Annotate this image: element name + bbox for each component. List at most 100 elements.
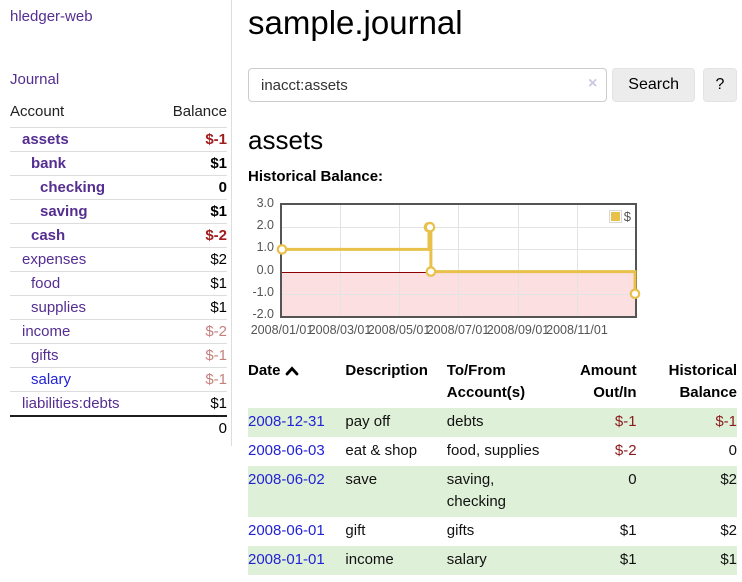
transaction-date-link[interactable]: 2008-01-01 bbox=[248, 551, 325, 568]
transaction-row: 2008-06-03 eat & shop food, supplies $-2… bbox=[248, 437, 737, 466]
chart-series bbox=[276, 221, 641, 300]
account-link[interactable]: expenses bbox=[22, 251, 87, 268]
account-balance: $2 bbox=[210, 251, 227, 268]
clear-search-icon[interactable]: × bbox=[587, 75, 598, 92]
account-row-income: income $-2 bbox=[10, 319, 227, 343]
transaction-amount: $-2 bbox=[614, 442, 637, 459]
transaction-accounts: salary bbox=[446, 546, 560, 575]
account-row-food: food $1 bbox=[10, 271, 227, 295]
page-title: sample.journal bbox=[248, 4, 463, 41]
accounts-total: 0 bbox=[10, 415, 227, 440]
account-balance: $-2 bbox=[205, 227, 227, 244]
account-row-supplies: supplies $1 bbox=[10, 295, 227, 319]
search-box: × bbox=[248, 68, 608, 102]
help-button[interactable]: ? bbox=[703, 68, 737, 102]
transaction-row: 2008-06-01 gift gifts $1 $2 bbox=[248, 517, 737, 546]
chart-gridline bbox=[399, 205, 400, 316]
transaction-date-link[interactable]: 2008-06-01 bbox=[248, 522, 325, 539]
chart-gridline bbox=[458, 205, 459, 316]
date-column-header[interactable]: Date bbox=[248, 357, 345, 408]
transaction-date-link[interactable]: 2008-06-02 bbox=[248, 471, 325, 488]
x-axis-tick-label: 2008/03/01 bbox=[308, 323, 372, 337]
account-link[interactable]: income bbox=[22, 323, 71, 340]
account-balance: 0 bbox=[218, 179, 227, 196]
account-balance: $1 bbox=[210, 395, 227, 412]
transaction-row: 2008-06-02 save saving, checking 0 $2 bbox=[248, 466, 737, 517]
transaction-accounts: gifts bbox=[446, 522, 475, 539]
sidebar-item-journal[interactable]: Journal bbox=[10, 71, 60, 88]
transaction-accounts: debts bbox=[446, 408, 560, 437]
x-axis-tick-label: 2008/07/01 bbox=[426, 323, 490, 337]
search-input[interactable] bbox=[248, 68, 608, 102]
account-heading: assets bbox=[248, 125, 324, 155]
chart-data-point bbox=[276, 244, 288, 255]
account-link[interactable]: gifts bbox=[31, 347, 59, 364]
transaction-row: 2008-01-01 income salary $1 $1 bbox=[248, 546, 737, 575]
chart-gridline bbox=[282, 227, 635, 228]
account-link[interactable]: salary bbox=[31, 371, 72, 388]
account-balance: $1 bbox=[210, 155, 227, 172]
sidebar: hledger-web Journal Account Balance asse… bbox=[0, 0, 232, 446]
brand-link[interactable]: hledger-web bbox=[10, 8, 93, 25]
transaction-description: eat & shop bbox=[345, 442, 418, 459]
account-link[interactable]: food bbox=[31, 275, 61, 292]
account-link[interactable]: cash bbox=[31, 227, 66, 244]
transaction-accounts: saving, checking bbox=[446, 466, 560, 517]
account-row-expenses: expenses $2 bbox=[10, 247, 227, 271]
account-row-checking: checking 0 bbox=[10, 175, 227, 199]
account-row-cash: cash $-2 bbox=[10, 223, 227, 247]
chart-gridline bbox=[282, 249, 635, 250]
account-link[interactable]: assets bbox=[22, 131, 69, 148]
sort-ascending-icon bbox=[285, 361, 299, 383]
account-row-saving: saving $1 bbox=[10, 199, 227, 223]
balance-chart: $ 3.0 2.0 1.0 0.0 -1.0 -2.0 2008/01/01 2008/03/… bbox=[248, 195, 644, 343]
transaction-row: 2008-12-31 pay off debts $-1 $-1 bbox=[248, 408, 737, 437]
y-axis-tick-label: -2.0 bbox=[252, 307, 274, 321]
transaction-description: gift bbox=[345, 522, 366, 539]
chart-gridline bbox=[340, 205, 341, 316]
account-link[interactable]: bank bbox=[31, 155, 67, 172]
account-row-salary: salary $-1 bbox=[10, 367, 227, 391]
transaction-balance: $1 bbox=[644, 546, 737, 575]
y-axis-tick-label: 1.0 bbox=[256, 240, 274, 255]
transaction-amount: $-1 bbox=[559, 408, 645, 437]
account-balance: $-1 bbox=[205, 131, 227, 148]
account-balance: $-1 bbox=[205, 371, 227, 388]
search-button[interactable]: Search bbox=[612, 68, 695, 102]
chart-plot-inner bbox=[276, 205, 641, 316]
transaction-description: save bbox=[345, 466, 447, 517]
account-link[interactable]: supplies bbox=[31, 299, 87, 316]
account-link[interactable]: saving bbox=[40, 203, 88, 220]
accounts-column-header: To/From Account(s) bbox=[446, 362, 526, 401]
y-axis-tick-label: 0.0 bbox=[256, 262, 274, 277]
transaction-balance: $2 bbox=[644, 466, 737, 517]
transaction-balance: 0 bbox=[728, 442, 737, 459]
account-row-liabilities-debts: liabilities:debts $1 bbox=[10, 391, 227, 415]
amount-column-header: Amount Out/In bbox=[579, 362, 637, 401]
transaction-description: income bbox=[345, 546, 447, 575]
chart-data-point bbox=[424, 221, 436, 233]
account-row-gifts: gifts $-1 bbox=[10, 343, 227, 367]
accounts-table: Account Balance assets $-1 bank $1 check… bbox=[10, 103, 227, 440]
account-balance: $-2 bbox=[205, 323, 227, 340]
account-row-bank: bank $1 bbox=[10, 151, 227, 175]
x-axis-tick-label: 2008/09/01 bbox=[486, 323, 550, 337]
main-content: sample.journal × Search ? assets Histori… bbox=[232, 0, 742, 575]
transaction-date-link[interactable]: 2008-12-31 bbox=[248, 413, 325, 430]
transaction-date-link[interactable]: 2008-06-03 bbox=[248, 442, 325, 459]
x-axis-tick-label: 2008/01/01 bbox=[250, 323, 314, 337]
y-axis-tick-label: -1.0 bbox=[252, 284, 274, 299]
chart-line bbox=[282, 225, 637, 294]
legend-swatch bbox=[608, 210, 622, 223]
chart-plot-area: $ bbox=[276, 203, 641, 318]
x-axis-tick-label: 2008/05/01 bbox=[367, 323, 431, 337]
description-column-header: Description bbox=[345, 362, 428, 379]
account-link[interactable]: checking bbox=[40, 179, 106, 196]
x-axis-tick-label: 2008/11/01 bbox=[546, 323, 608, 337]
transaction-balance: $-1 bbox=[644, 408, 737, 437]
account-link[interactable]: liabilities:debts bbox=[22, 395, 120, 412]
search-form: × Search ? bbox=[248, 68, 737, 102]
accounts-table-header: Account Balance bbox=[10, 103, 227, 127]
chart-data-point bbox=[629, 288, 641, 300]
